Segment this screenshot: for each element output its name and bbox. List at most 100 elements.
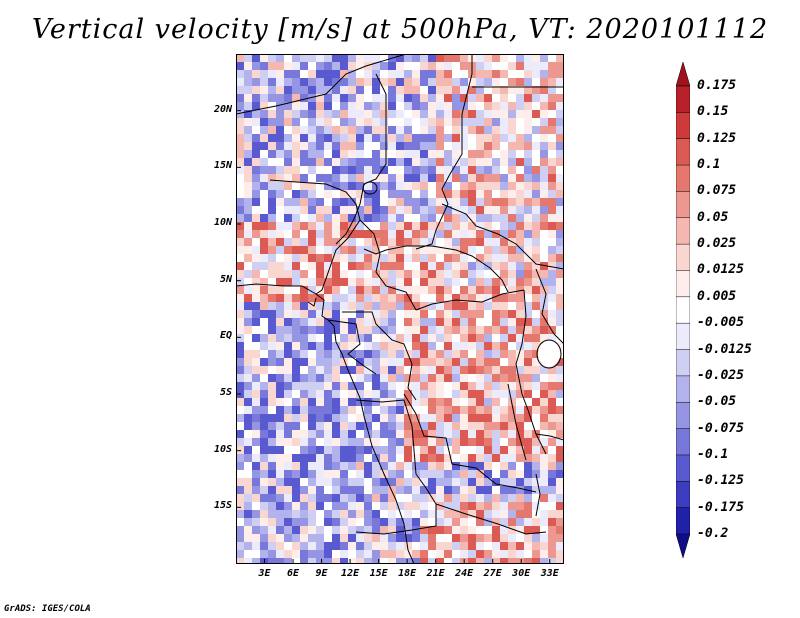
field-cell (388, 550, 396, 558)
field-cell (476, 134, 484, 142)
field-cell (236, 374, 244, 382)
field-cell (412, 542, 420, 550)
field-cell (236, 406, 244, 414)
field-cell (332, 278, 340, 286)
field-cell (308, 118, 316, 126)
field-cell (316, 470, 324, 478)
field-cell (324, 286, 332, 294)
field-cell (444, 110, 452, 118)
field-cell (308, 406, 316, 414)
field-cell (484, 158, 492, 166)
field-cell (508, 390, 516, 398)
field-cell (556, 558, 564, 564)
field-cell (244, 70, 252, 78)
field-cell (452, 270, 460, 278)
field-cell (252, 190, 260, 198)
field-cell (252, 318, 260, 326)
field-cell (484, 126, 492, 134)
field-cell (428, 62, 436, 70)
field-cell (308, 286, 316, 294)
field-cell (308, 86, 316, 94)
field-cell (292, 462, 300, 470)
field-cell (404, 62, 412, 70)
field-cell (300, 294, 308, 302)
field-cell (284, 86, 292, 94)
colorbar-label: -0.0125 (697, 341, 752, 357)
field-cell (428, 70, 436, 78)
field-cell (484, 110, 492, 118)
field-cell (372, 294, 380, 302)
field-cell (396, 182, 404, 190)
field-cell (420, 246, 428, 254)
field-cell (524, 430, 532, 438)
field-cell (340, 222, 348, 230)
field-cell (500, 142, 508, 150)
field-cell (412, 446, 420, 454)
field-cell (284, 502, 292, 510)
field-cell (428, 222, 436, 230)
field-cell (556, 150, 564, 158)
gulf-coast-detail (307, 297, 317, 307)
field-cell (460, 238, 468, 246)
field-cell (324, 142, 332, 150)
colorbar-label: 0.125 (697, 130, 737, 146)
colorbar-swatch (676, 375, 690, 403)
field-cell (380, 134, 388, 142)
field-cell (340, 294, 348, 302)
field-cell (356, 462, 364, 470)
field-cell (364, 230, 372, 238)
field-cell (540, 414, 548, 422)
field-cell (420, 174, 428, 182)
field-cell (428, 302, 436, 310)
field-cell (516, 286, 524, 294)
field-cell (444, 518, 452, 526)
field-cell (268, 94, 276, 102)
field-cell (276, 494, 284, 502)
field-cell (484, 414, 492, 422)
lon-tick-label: 18E (398, 568, 417, 579)
field-cell (492, 150, 500, 158)
field-cell (284, 374, 292, 382)
field-cell (436, 190, 444, 198)
field-cell (484, 558, 492, 564)
field-cell (404, 174, 412, 182)
field-cell (468, 134, 476, 142)
field-cell (428, 118, 436, 126)
field-cell (452, 294, 460, 302)
field-cell (404, 166, 412, 174)
field-cell (268, 286, 276, 294)
field-cell (284, 382, 292, 390)
field-cell (284, 406, 292, 414)
field-cell (460, 526, 468, 534)
field-cell (516, 310, 524, 318)
field-cell (308, 270, 316, 278)
field-cell (404, 158, 412, 166)
field-cell (428, 446, 436, 454)
field-cell (452, 254, 460, 262)
field-cell (260, 422, 268, 430)
field-cell (468, 550, 476, 558)
field-cell (364, 470, 372, 478)
field-cell (444, 318, 452, 326)
lake-malawi (535, 473, 541, 517)
field-cell (396, 198, 404, 206)
field-cell (516, 326, 524, 334)
field-cell (556, 318, 564, 326)
field-cell (372, 230, 380, 238)
field-cell (556, 254, 564, 262)
field-cell (284, 446, 292, 454)
field-cell (412, 62, 420, 70)
field-cell (356, 294, 364, 302)
field-cell (380, 422, 388, 430)
field-cell (532, 62, 540, 70)
field-cell (548, 134, 556, 142)
field-cell (388, 286, 396, 294)
field-cell (476, 62, 484, 70)
field-cell (404, 110, 412, 118)
field-cell (332, 382, 340, 390)
field-cell (492, 254, 500, 262)
field-cell (476, 230, 484, 238)
field-cell (244, 222, 252, 230)
field-cell (252, 294, 260, 302)
field-cell (276, 158, 284, 166)
